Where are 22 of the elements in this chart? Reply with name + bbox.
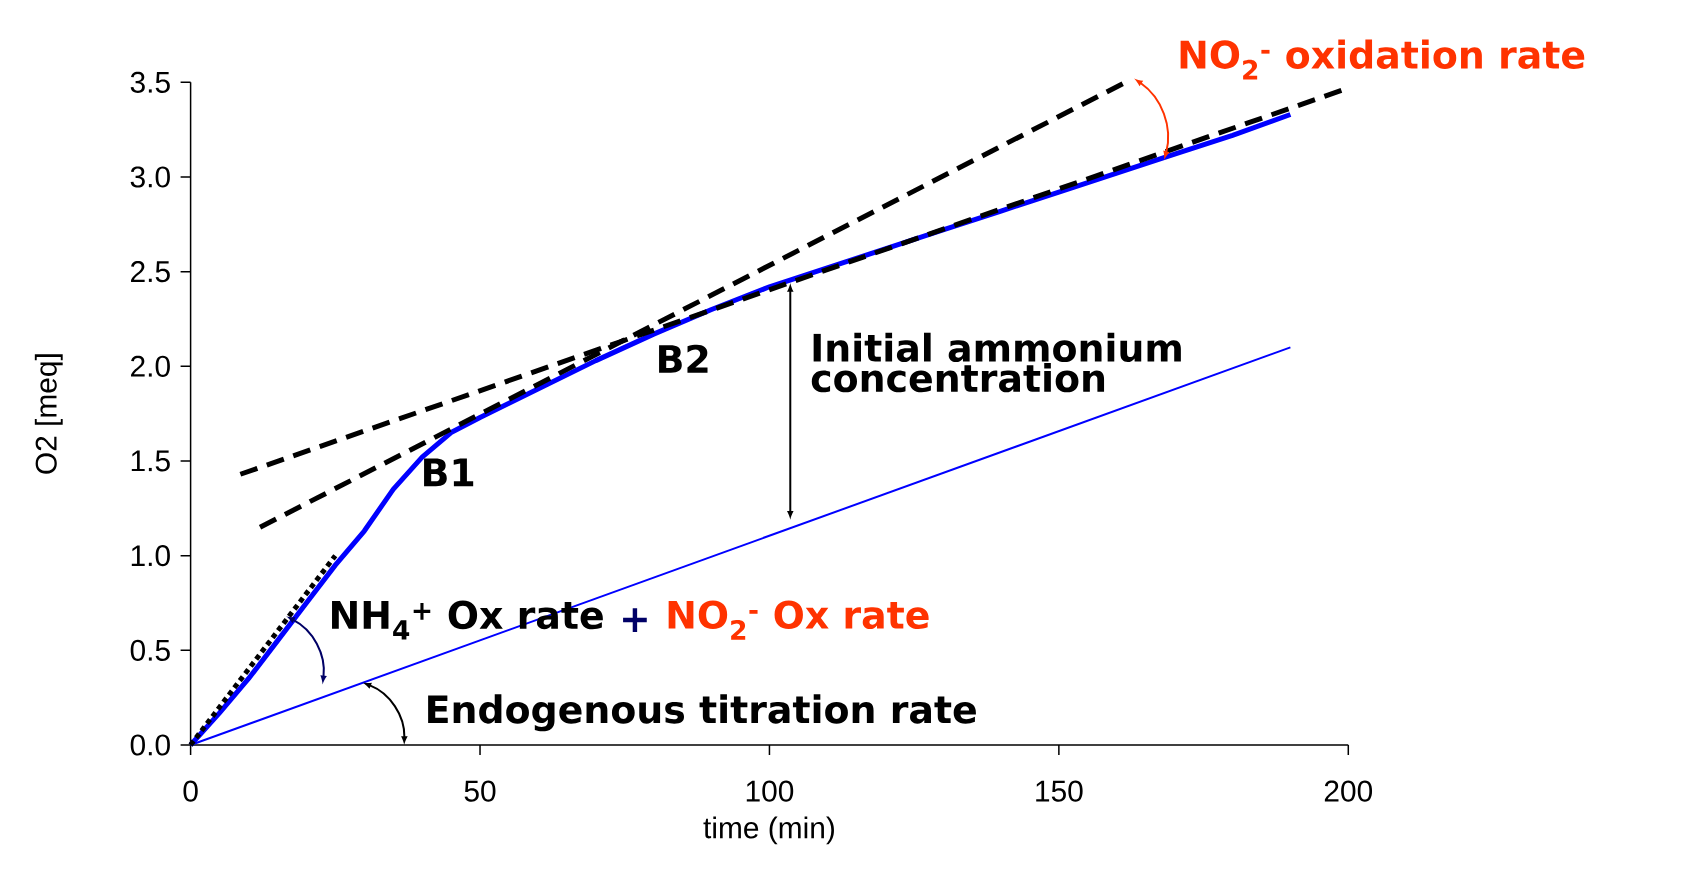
annotation: + [623, 608, 647, 632]
annotation: B2 [659, 344, 708, 373]
x-axis-title: time (min) [703, 816, 834, 845]
annotation: B1 [424, 458, 474, 487]
y-tick-label: 1.0 [131, 545, 170, 567]
y-tick-label: 0.5 [130, 639, 170, 661]
x-tick-label: 200 [1324, 780, 1373, 802]
x-tick-label: 100 [746, 780, 794, 802]
y-tick-label: 0.0 [130, 734, 170, 756]
annotation: NO$_{2}$$^{-}$ oxidation rate [1180, 39, 1585, 80]
annotation: Initial ammonium concentration [811, 332, 1181, 393]
y-tick-label: 3.0 [130, 166, 170, 188]
y-tick-label: 1.5 [131, 450, 170, 472]
annotation: Endogenous titration rate [428, 694, 976, 732]
y-axis-title: O2 [meq] [34, 354, 63, 474]
y-tick-label: 2.5 [131, 261, 170, 283]
y-tick-label: 2.0 [131, 355, 170, 377]
x-tick-label: 150 [1036, 780, 1083, 802]
annotation: NO$_{2}$$^{-}$ Ox rate [668, 600, 929, 640]
x-tick-label: 50 [464, 780, 496, 802]
x-tick-label: 0 [183, 780, 198, 802]
y-tick-label: 3.5 [130, 71, 170, 93]
